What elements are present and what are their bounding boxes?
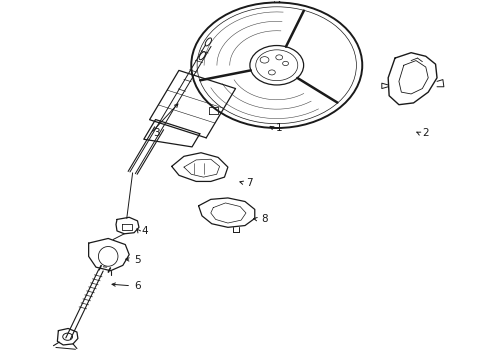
Text: 1: 1 (276, 123, 282, 133)
Text: 5: 5 (134, 255, 141, 265)
Text: 6: 6 (134, 281, 141, 291)
Text: 2: 2 (422, 129, 429, 138)
Text: 3: 3 (154, 129, 160, 138)
Text: 7: 7 (246, 178, 253, 188)
Text: 4: 4 (142, 226, 148, 236)
Text: 8: 8 (261, 215, 268, 224)
